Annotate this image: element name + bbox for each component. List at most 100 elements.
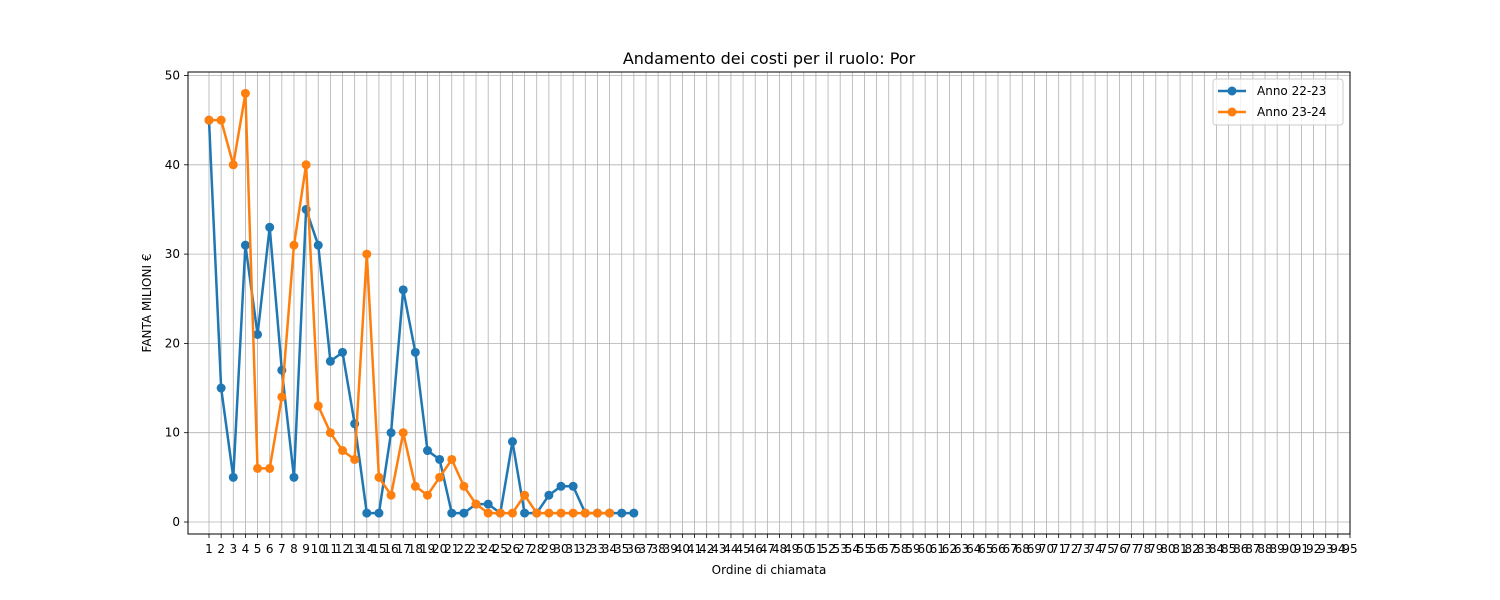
- x-tick-label: 77: [1124, 542, 1139, 556]
- data-point: [313, 401, 323, 411]
- legend-label: Anno 22-23: [1257, 84, 1326, 98]
- x-tick-label: 78: [1136, 542, 1151, 556]
- data-point: [350, 454, 360, 464]
- data-point: [422, 490, 432, 500]
- data-point: [338, 347, 348, 357]
- data-point: [410, 481, 420, 491]
- y-axis: 0 10 20 30 40 50: [165, 69, 188, 529]
- x-tick-label: 46: [748, 542, 763, 556]
- x-tick-label: 75: [1100, 542, 1115, 556]
- data-point: [338, 446, 348, 456]
- data-point: [386, 490, 396, 500]
- x-tick-label: 83: [1197, 542, 1212, 556]
- data-point: [398, 428, 408, 438]
- y-tick-label: 50: [165, 69, 180, 83]
- x-axis: 1 2 3 4 5 6 7 8 9 1011121314151617181920212223242…: [205, 534, 1358, 556]
- x-tick-label: 17: [396, 542, 411, 556]
- x-tick-label: 19: [420, 542, 435, 556]
- data-point: [435, 472, 445, 482]
- x-tick-label: 31: [566, 542, 581, 556]
- x-tick-label: 70: [1039, 542, 1054, 556]
- x-tick-label: 67: [1002, 542, 1017, 556]
- data-point: [447, 454, 457, 464]
- x-tick-label: 74: [1087, 542, 1102, 556]
- data-point: [325, 428, 335, 438]
- data-point: [483, 499, 493, 509]
- data-point: [592, 508, 602, 518]
- data-point: [240, 240, 250, 250]
- x-tick-label: 90: [1282, 542, 1297, 556]
- data-point: [228, 160, 238, 170]
- data-point: [471, 499, 481, 509]
- y-tick-label: 0: [172, 515, 180, 529]
- x-tick-label: 56: [869, 542, 884, 556]
- data-point: [253, 463, 263, 473]
- x-tick-label: 35: [614, 542, 629, 556]
- x-tick-label: 89: [1270, 542, 1285, 556]
- x-tick-label: 14: [359, 542, 374, 556]
- data-point: [422, 446, 432, 456]
- data-point: [544, 508, 554, 518]
- x-tick-label: 20: [432, 542, 447, 556]
- x-tick-label: 34: [602, 542, 617, 556]
- grid: [188, 72, 1351, 534]
- x-tick-label: 1: [205, 542, 213, 556]
- x-tick-label: 54: [845, 542, 860, 556]
- x-tick-label: 63: [954, 542, 969, 556]
- x-tick-label: 66: [990, 542, 1005, 556]
- x-tick-label: 47: [760, 542, 775, 556]
- x-tick-label: 33: [590, 542, 605, 556]
- data-point: [216, 383, 226, 393]
- x-tick-label: 22: [456, 542, 471, 556]
- y-tick-label: 10: [165, 426, 180, 440]
- data-point: [265, 463, 275, 473]
- x-tick-label: 43: [711, 542, 726, 556]
- x-tick-label: 9: [302, 542, 310, 556]
- data-point: [228, 472, 238, 482]
- data-point: [629, 508, 639, 518]
- data-point: [605, 508, 615, 518]
- data-point: [374, 508, 384, 518]
- x-tick-label: 68: [1015, 542, 1030, 556]
- data-point: [301, 160, 311, 170]
- x-tick-label: 11: [323, 542, 338, 556]
- x-tick-label: 81: [1172, 542, 1187, 556]
- legend-swatch-marker: [1227, 86, 1237, 96]
- x-tick-label: 76: [1112, 542, 1127, 556]
- y-tick-label: 40: [165, 158, 180, 172]
- legend-entry: Anno 22-23: [1218, 84, 1326, 98]
- x-tick-label: 69: [1027, 542, 1042, 556]
- x-tick-label: 37: [638, 542, 653, 556]
- x-tick-label: 82: [1185, 542, 1200, 556]
- x-tick-label: 57: [881, 542, 896, 556]
- x-tick-label: 26: [505, 542, 520, 556]
- x-tick-label: 12: [335, 542, 350, 556]
- x-tick-label: 4: [242, 542, 250, 556]
- data-point: [289, 472, 299, 482]
- x-tick-label: 42: [699, 542, 714, 556]
- x-tick-label: 48: [772, 542, 787, 556]
- x-tick-label: 16: [383, 542, 398, 556]
- x-tick-label: 27: [517, 542, 532, 556]
- x-tick-label: 38: [650, 542, 665, 556]
- x-tick-label: 73: [1075, 542, 1090, 556]
- data-point: [507, 508, 517, 518]
- data-point: [520, 508, 530, 518]
- series-layer: [204, 88, 639, 518]
- x-tick-label: 23: [468, 542, 483, 556]
- x-tick-label: 88: [1257, 542, 1272, 556]
- x-tick-label: 15: [371, 542, 386, 556]
- x-tick-label: 40: [675, 542, 690, 556]
- x-tick-label: 28: [529, 542, 544, 556]
- legend-swatch-marker: [1227, 107, 1237, 117]
- x-tick-label: 53: [833, 542, 848, 556]
- data-point: [544, 490, 554, 500]
- x-tick-label: 79: [1148, 542, 1163, 556]
- data-point: [362, 508, 372, 518]
- data-point: [532, 508, 542, 518]
- x-tick-label: 61: [930, 542, 945, 556]
- data-point: [568, 508, 578, 518]
- x-tick-label: 36: [626, 542, 641, 556]
- x-tick-label: 93: [1318, 542, 1333, 556]
